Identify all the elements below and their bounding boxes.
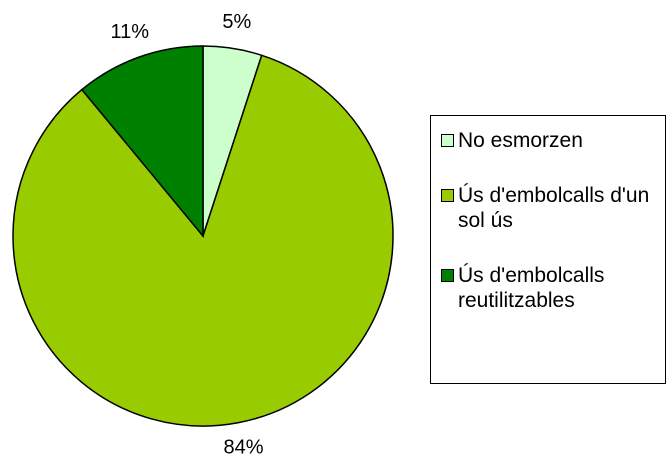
legend-label: Ús d'embolcalls reutilitzables (458, 264, 605, 312)
legend-swatch (441, 134, 454, 147)
pie-slice (80, 45, 204, 239)
data-label: 5% (222, 11, 251, 33)
data-label: 11% (111, 21, 150, 43)
legend-item: No esmorzen (441, 128, 665, 153)
legend-swatch (441, 189, 454, 202)
legend-item: Ús d'embolcalls d'un sol ús (441, 183, 665, 233)
legend-item: Ús d'embolcalls reutilitzables (441, 263, 665, 313)
data-label: 84% (223, 436, 263, 455)
legend-label: Ús d'embolcalls d'un sol ús (458, 184, 650, 232)
legend-swatch (441, 269, 454, 282)
pie-slice (12, 54, 394, 427)
legend-label: No esmorzen (458, 129, 583, 152)
legend: No esmorzen Ús d'embolcalls d'un sol ús Ús… (430, 115, 666, 384)
pie-area: 5% 84% 11% (12, 11, 394, 455)
